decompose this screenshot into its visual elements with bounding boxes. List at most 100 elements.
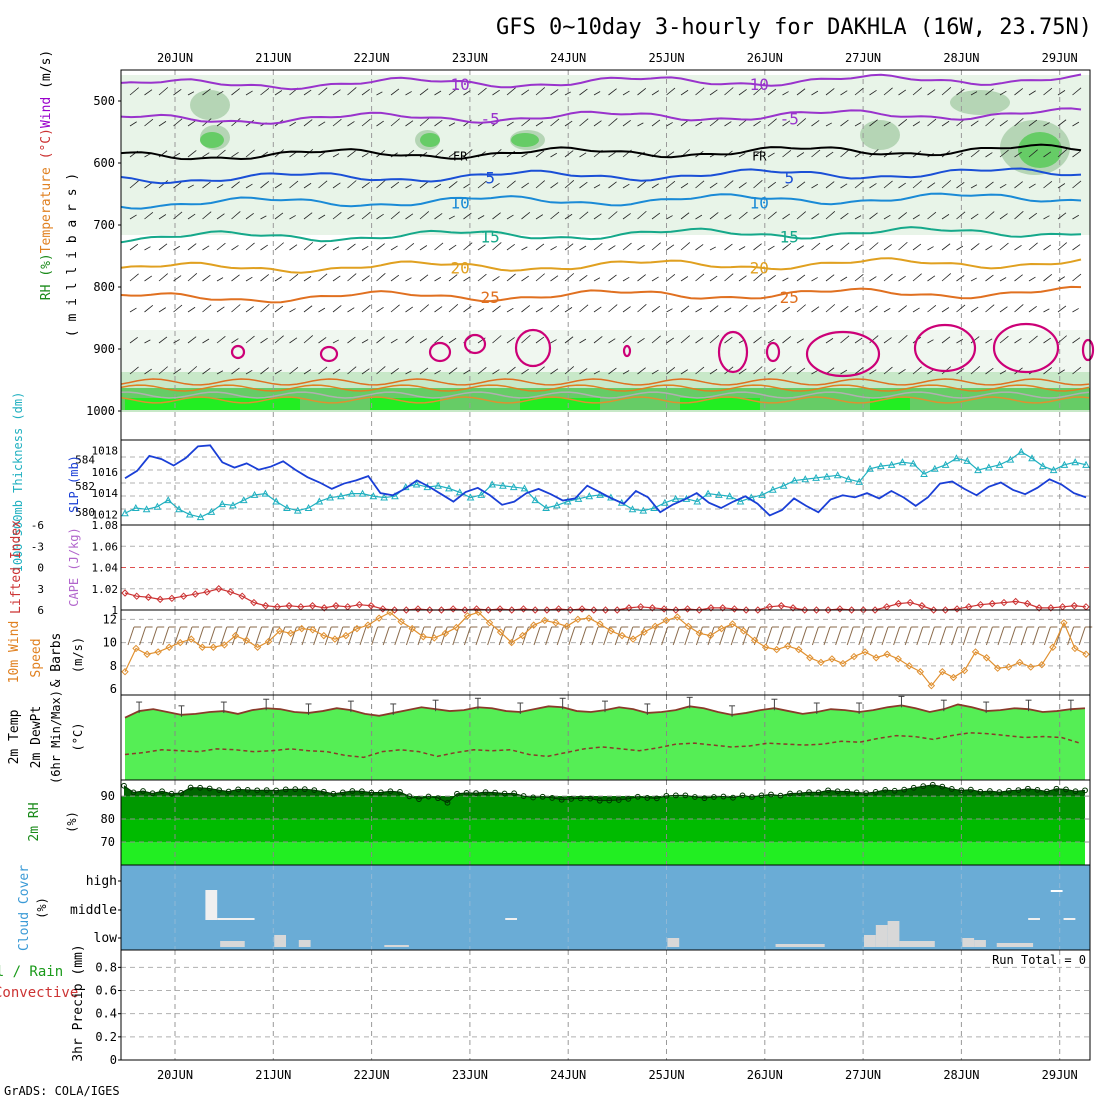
label-part: (°C) [71, 723, 85, 752]
wind-barb [869, 212, 878, 220]
wind-barb [1028, 242, 1038, 251]
wind-barb [898, 335, 908, 344]
data-point [963, 456, 972, 464]
data-point [229, 501, 237, 509]
data-point [235, 786, 242, 793]
wind-barb [1057, 305, 1067, 313]
wind-barb [187, 184, 194, 189]
wind-barb [985, 118, 995, 127]
data-point [628, 505, 637, 513]
wind-barb [883, 180, 893, 189]
date-label: 20JUN [157, 51, 193, 65]
wind-barb [825, 122, 832, 127]
wind-barb [260, 181, 270, 189]
data-point [369, 492, 378, 500]
wind-barb [927, 89, 936, 96]
wind-barb [846, 626, 854, 646]
wind-barb [448, 87, 458, 96]
wind-barb [492, 305, 501, 313]
thickness-line [124, 451, 1087, 518]
wind-barb [303, 119, 313, 127]
wind-barb [970, 306, 979, 313]
wind-barb [927, 246, 934, 251]
wind-barb [477, 215, 485, 220]
wind-barb [898, 241, 908, 251]
data-point [920, 469, 928, 477]
wind-barb [927, 118, 937, 127]
data-point [1005, 787, 1012, 794]
wind-barb [985, 181, 994, 189]
wind-barb [709, 118, 719, 127]
wind-barb [463, 369, 471, 375]
wind-barb [811, 626, 819, 646]
data-point [419, 633, 427, 641]
data-point [558, 796, 565, 803]
wind-barb [999, 90, 1007, 96]
date-label: 25JUN [648, 51, 684, 65]
wind-barb [666, 122, 673, 127]
wind-barb [521, 246, 528, 251]
wind-barb [419, 211, 430, 220]
cloud-bar-low [974, 940, 986, 947]
wind-barb [556, 626, 564, 646]
wind-barb [883, 337, 892, 344]
wind-barb [448, 181, 458, 189]
wind-barb [593, 306, 602, 313]
label-part: & Barbs [49, 633, 64, 688]
cloud-bar-low [220, 941, 245, 947]
wind-barb [255, 626, 263, 646]
wind-barb [231, 245, 239, 251]
wind-barb [1072, 214, 1080, 220]
wind-barb [289, 308, 296, 313]
data-point [425, 793, 432, 800]
wind-barb [680, 276, 689, 282]
data-point [397, 789, 403, 795]
data-point [519, 605, 528, 613]
wind-barb [303, 242, 314, 251]
wind-barb [347, 366, 357, 375]
wind-barb [448, 215, 455, 220]
wind-barb [825, 304, 836, 313]
wind-barb [390, 245, 398, 251]
data-point [292, 786, 299, 793]
wind-barb [927, 626, 935, 646]
data-point [662, 616, 670, 625]
tick-label: 580 [75, 506, 95, 519]
temp-units: (°C) [71, 723, 85, 752]
panel-y-labels: RH (%)Temperature (°C)Wind (m/s)( m i l … [0, 50, 86, 1062]
data-point [264, 637, 273, 646]
wind-barb [332, 89, 341, 96]
low-level-contour [120, 378, 1090, 386]
wind-barb [593, 277, 601, 282]
data-point [215, 585, 223, 593]
wind-barb [361, 275, 370, 282]
wind-barb [390, 274, 400, 282]
wind-barb [405, 120, 414, 127]
wind-barb [1014, 304, 1024, 313]
data-point [806, 654, 814, 662]
wind-barb [719, 626, 727, 646]
wind-barb [956, 88, 965, 96]
data-point [577, 795, 584, 802]
data-point [261, 602, 270, 610]
wind-barb [1043, 274, 1053, 282]
data-point [509, 483, 518, 491]
wind-barb [912, 87, 922, 96]
data-point [590, 606, 598, 614]
wind-barb [1043, 367, 1053, 375]
data-point [461, 606, 469, 614]
date-label: 29JUN [1042, 51, 1078, 65]
cloud-bar-low [667, 938, 680, 947]
wind-barb [289, 626, 297, 646]
wind-barb [730, 626, 738, 646]
data-point [927, 681, 936, 690]
wind-barb [187, 150, 197, 158]
precip-convective-label: Convective [0, 985, 78, 1001]
data-point [661, 498, 669, 506]
data-point [596, 797, 603, 804]
data-point [971, 648, 980, 656]
tick-label: 90 [101, 789, 115, 803]
wind-barb [869, 305, 878, 313]
wind-barb [927, 339, 934, 344]
wind-barb [318, 337, 327, 344]
